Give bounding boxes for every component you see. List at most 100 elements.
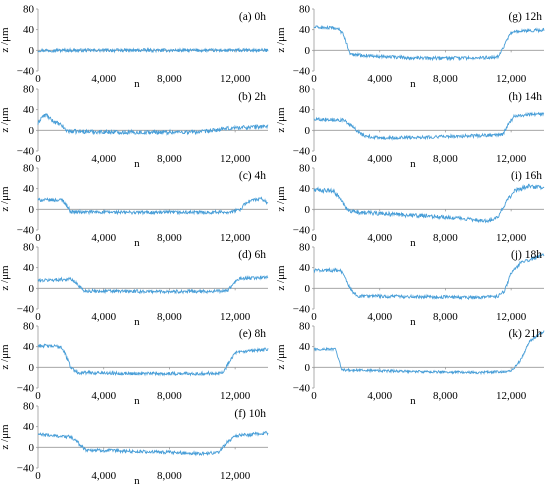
x-axis-label: n bbox=[134, 237, 140, 249]
x-tick-label: 4,000 bbox=[91, 390, 116, 402]
profile-line-c bbox=[37, 196, 269, 216]
y-tick-label: 80 bbox=[299, 84, 311, 96]
x-tick-label: 8,000 bbox=[157, 232, 182, 244]
x-tick-label: 12,000 bbox=[220, 311, 251, 323]
x-tick-label: 0 bbox=[35, 470, 41, 482]
x-tick-label: 8,000 bbox=[433, 153, 458, 165]
x-axis-label: n bbox=[410, 237, 416, 249]
x-tick-label: 4,000 bbox=[91, 232, 116, 244]
y-tick-label: 0 bbox=[305, 125, 311, 137]
y-tick-label: −40 bbox=[17, 66, 35, 78]
y-axis-label: z /μm bbox=[275, 265, 287, 291]
y-tick-label: 40 bbox=[23, 104, 35, 116]
y-tick-label: 0 bbox=[29, 283, 35, 295]
x-tick-label: 12,000 bbox=[220, 390, 251, 402]
panel-label-i: (i) 16h bbox=[511, 170, 542, 182]
x-tick-label: 8,000 bbox=[433, 311, 458, 323]
y-tick-label: 0 bbox=[305, 45, 311, 57]
panel-label-b: (b) 2h bbox=[238, 91, 266, 103]
y-tick-label: 0 bbox=[29, 442, 35, 454]
profile-line-i bbox=[313, 183, 545, 224]
panel-label-k: (k) 21h bbox=[508, 328, 542, 340]
y-tick-label: 80 bbox=[23, 4, 35, 16]
y-tick-label: 40 bbox=[23, 421, 35, 433]
x-tick-label: 4,000 bbox=[91, 73, 116, 85]
y-tick-label: 0 bbox=[29, 204, 35, 216]
profile-line-h bbox=[313, 111, 545, 141]
y-tick-label: 80 bbox=[23, 401, 35, 413]
x-axis-label: n bbox=[134, 475, 140, 487]
panel-label-f: (f) 10h bbox=[234, 408, 266, 420]
x-axis-label: n bbox=[134, 78, 140, 90]
panel-label-d: (d) 6h bbox=[238, 249, 266, 261]
panel-label-g: (g) 12h bbox=[508, 11, 542, 23]
profile-line-j bbox=[313, 253, 545, 301]
y-tick-label: −40 bbox=[17, 383, 35, 395]
y-tick-label: 0 bbox=[305, 204, 311, 216]
x-tick-label: 0 bbox=[311, 232, 317, 244]
x-tick-label: 0 bbox=[35, 73, 41, 85]
y-tick-label: −40 bbox=[293, 66, 311, 78]
x-tick-label: 0 bbox=[35, 390, 41, 402]
x-tick-label: 4,000 bbox=[91, 311, 116, 323]
x-tick-label: 12,000 bbox=[220, 73, 251, 85]
x-tick-label: 12,000 bbox=[220, 153, 251, 165]
x-tick-label: 12,000 bbox=[496, 390, 527, 402]
x-tick-label: 12,000 bbox=[220, 470, 251, 482]
y-axis-label: z /μm bbox=[0, 107, 11, 133]
x-tick-label: 4,000 bbox=[91, 470, 116, 482]
x-axis-label: n bbox=[410, 395, 416, 407]
x-axis-label: n bbox=[134, 395, 140, 407]
profile-line-e bbox=[37, 343, 269, 377]
y-tick-label: −40 bbox=[293, 304, 311, 316]
y-tick-label: −40 bbox=[17, 304, 35, 316]
panel-label-c: (c) 4h bbox=[239, 170, 266, 182]
x-tick-label: 4,000 bbox=[367, 390, 392, 402]
x-tick-label: 0 bbox=[311, 73, 317, 85]
x-tick-label: 0 bbox=[311, 311, 317, 323]
y-tick-label: −40 bbox=[293, 225, 311, 237]
x-tick-label: 4,000 bbox=[367, 153, 392, 165]
y-tick-label: 80 bbox=[23, 321, 35, 333]
x-tick-label: 4,000 bbox=[91, 153, 116, 165]
y-axis-label: z /μm bbox=[275, 27, 287, 53]
x-tick-label: 8,000 bbox=[433, 390, 458, 402]
y-tick-label: −40 bbox=[293, 383, 311, 395]
y-tick-label: 40 bbox=[23, 262, 35, 274]
y-tick-label: −40 bbox=[17, 463, 35, 475]
x-tick-label: 12,000 bbox=[496, 232, 527, 244]
y-tick-label: 0 bbox=[305, 362, 311, 374]
x-tick-label: 0 bbox=[311, 390, 317, 402]
y-tick-label: 40 bbox=[299, 104, 311, 116]
x-axis-label: n bbox=[134, 158, 140, 170]
x-axis-label: n bbox=[134, 316, 140, 328]
y-axis-label: z /μm bbox=[0, 27, 11, 53]
x-axis-label: n bbox=[410, 158, 416, 170]
y-tick-label: 80 bbox=[299, 163, 311, 175]
x-tick-label: 12,000 bbox=[496, 153, 527, 165]
y-tick-label: 40 bbox=[299, 24, 311, 36]
x-tick-label: 8,000 bbox=[157, 73, 182, 85]
y-tick-label: 80 bbox=[299, 4, 311, 16]
y-axis-label: z /μm bbox=[275, 186, 287, 212]
x-tick-label: 4,000 bbox=[367, 73, 392, 85]
y-tick-label: 80 bbox=[299, 321, 311, 333]
y-axis-label: z /μm bbox=[0, 265, 11, 291]
y-tick-label: −40 bbox=[17, 146, 35, 158]
y-axis-label: z /μm bbox=[275, 344, 287, 370]
y-axis-label: z /μm bbox=[0, 344, 11, 370]
x-tick-label: 8,000 bbox=[157, 311, 182, 323]
panel-label-j: (j) 18h bbox=[511, 249, 542, 261]
x-tick-label: 12,000 bbox=[220, 232, 251, 244]
y-tick-label: 80 bbox=[23, 163, 35, 175]
panel-label-e: (e) 8h bbox=[239, 328, 266, 340]
